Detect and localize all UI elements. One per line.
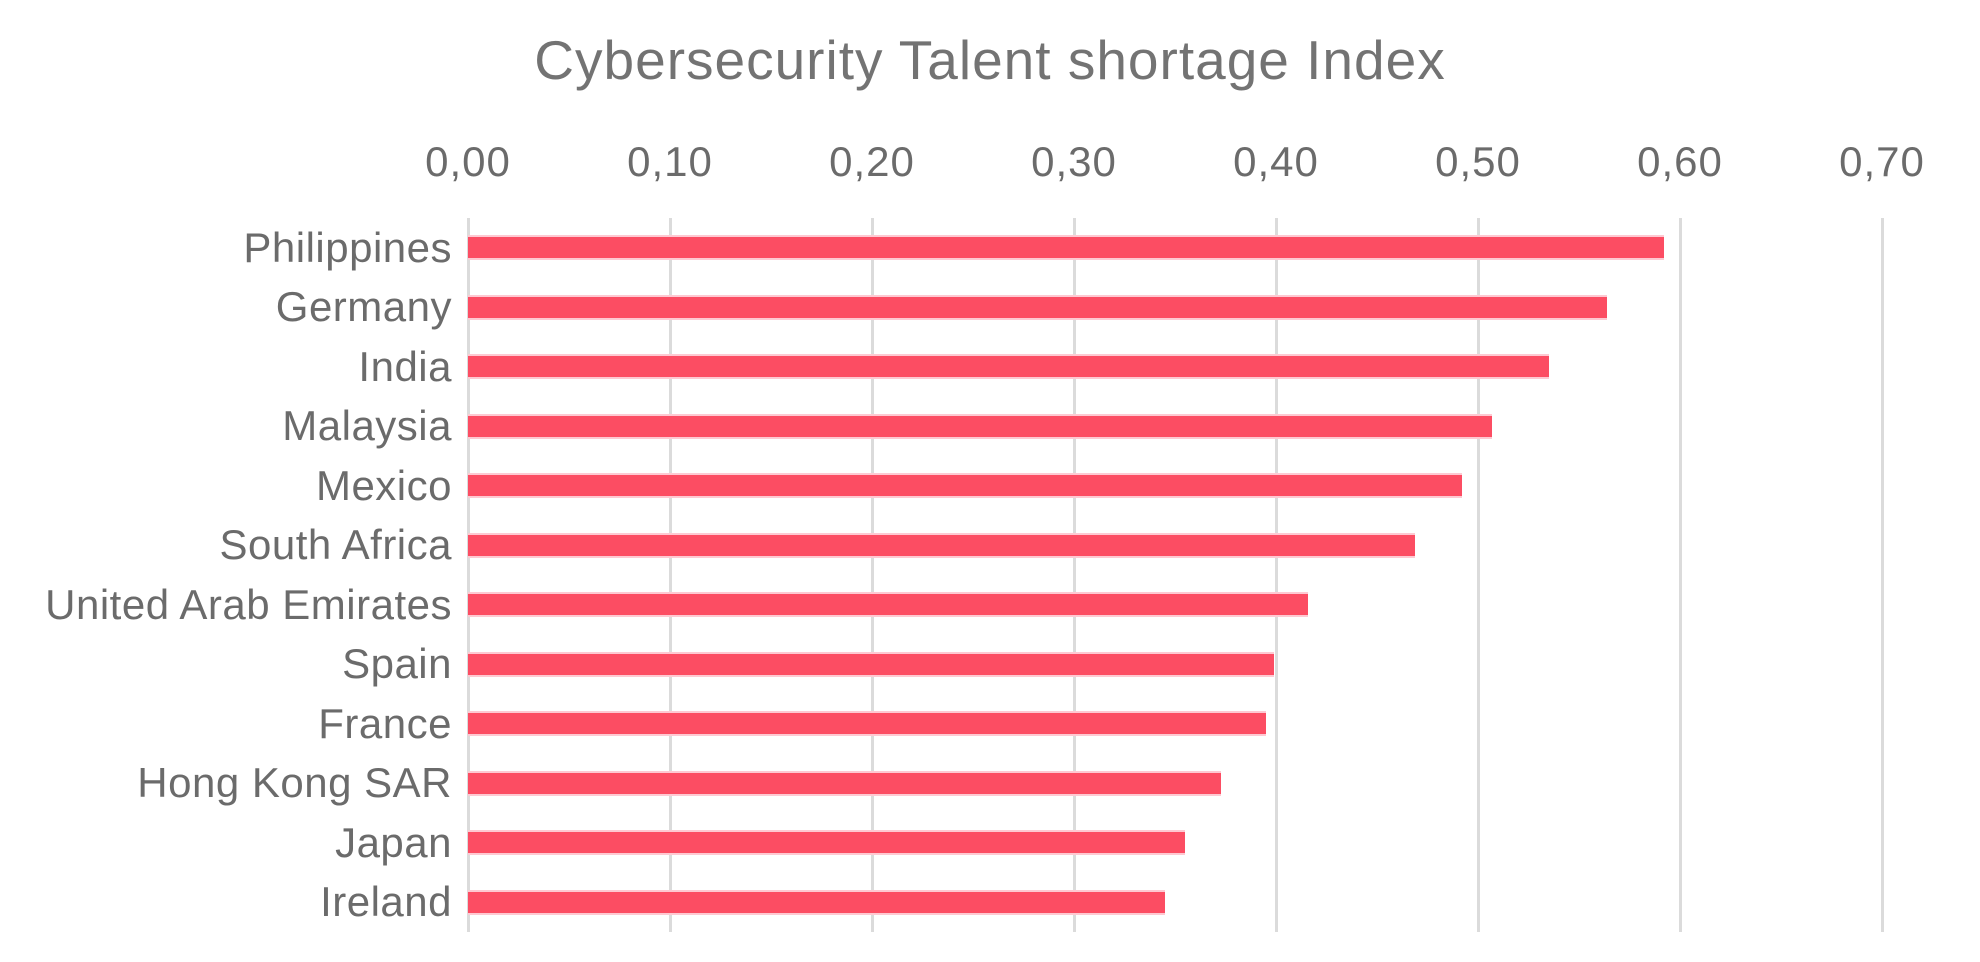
bar xyxy=(468,235,1664,261)
bar xyxy=(468,711,1266,737)
bar xyxy=(468,294,1608,320)
category-label: India xyxy=(358,342,452,390)
bar xyxy=(468,413,1493,439)
bar xyxy=(468,473,1462,499)
category-label: Hong Kong SAR xyxy=(137,759,452,807)
gridline xyxy=(467,218,470,932)
gridline xyxy=(669,218,672,932)
category-label: Spain xyxy=(342,640,452,688)
bar xyxy=(468,770,1222,796)
gridline xyxy=(1679,218,1682,932)
bar xyxy=(468,592,1309,618)
category-label: United Arab Emirates xyxy=(45,580,452,628)
x-tick-label: 0,60 xyxy=(1637,138,1723,185)
category-label: Mexico xyxy=(315,461,452,509)
x-tick-label: 0,10 xyxy=(627,138,713,185)
category-label: South Africa xyxy=(219,521,452,569)
category-label: Germany xyxy=(275,283,452,331)
bar xyxy=(468,532,1416,558)
gridline xyxy=(1073,218,1076,932)
x-tick-label: 0,50 xyxy=(1435,138,1521,185)
x-tick-label: 0,20 xyxy=(829,138,915,185)
bar xyxy=(468,354,1549,380)
gridline xyxy=(1275,218,1278,932)
gridline xyxy=(871,218,874,932)
bar xyxy=(468,651,1274,677)
category-label: France xyxy=(318,699,452,747)
x-tick-label: 0,40 xyxy=(1233,138,1319,185)
category-label: Malaysia xyxy=(282,402,452,450)
x-tick-label: 0,00 xyxy=(425,138,511,185)
gridline xyxy=(1881,218,1884,932)
category-label: Japan xyxy=(335,818,452,866)
gridline xyxy=(1477,218,1480,932)
x-tick-label: 0,30 xyxy=(1031,138,1117,185)
chart-title: Cybersecurity Talent shortage Index xyxy=(534,29,1446,91)
bar xyxy=(468,830,1186,856)
category-label: Philippines xyxy=(243,223,452,271)
category-label: Ireland xyxy=(320,878,452,926)
bar xyxy=(468,889,1165,915)
x-tick-label: 0,70 xyxy=(1839,138,1925,185)
